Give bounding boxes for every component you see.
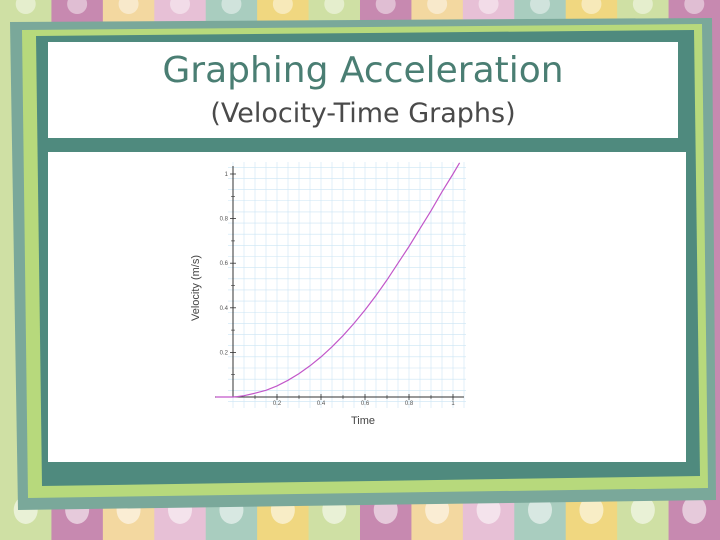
title-block: Graphing Acceleration (Velocity-Time Gra… (48, 40, 678, 136)
title-panel (48, 42, 678, 138)
stripe-knob (221, 0, 242, 14)
stripe-knob (630, 496, 655, 524)
stripe-knob (375, 0, 396, 14)
x-tick-label: 0.4 (317, 401, 326, 407)
stripe-knob (272, 0, 293, 14)
y-tick-label: 1 (225, 172, 229, 178)
stripe-knob (581, 0, 602, 14)
stripe-knob (170, 0, 190, 14)
stripe-knob (324, 0, 345, 14)
stripe-knob (530, 0, 550, 14)
y-tick-label: 0.8 (220, 217, 229, 223)
y-tick-label: 0.2 (220, 350, 229, 356)
y-ticks: 0.2 0.4 0.6 0.8 1 (220, 172, 236, 376)
stripe-knob (118, 0, 139, 14)
x-tick-label: 0.8 (405, 401, 414, 407)
y-tick-label: 0.4 (220, 306, 229, 312)
x-ticks: 0.2 0.4 0.6 0.8 1 (254, 394, 455, 407)
y-tick-label: 0.6 (220, 261, 229, 267)
x-tick-label: 0.6 (361, 401, 370, 407)
stripe-knob (632, 0, 653, 14)
x-tick-label: 0.2 (273, 401, 282, 407)
x-axis-label: Time (351, 415, 375, 427)
velocity-time-chart: 0.2 0.4 0.6 0.8 1 0.2 0.4 0.6 0.8 1 Time Velocit… (190, 162, 466, 427)
velocity-curve (215, 162, 461, 398)
stripe-knob (15, 0, 36, 14)
y-axis-label: Velocity (m/s) (190, 255, 202, 321)
stripe-knob (427, 0, 448, 14)
stripe-knob (67, 0, 88, 14)
slide-title: Graphing Acceleration (162, 50, 564, 91)
stripe-knob (579, 496, 604, 524)
plot-area (228, 162, 466, 408)
stripe-knob (528, 496, 552, 524)
stripe-knob (682, 496, 707, 524)
stripe-knob (478, 0, 499, 14)
x-tick-label: 1 (451, 401, 455, 407)
slide-subtitle: (Velocity-Time Graphs) (210, 98, 516, 129)
stripe-knob (684, 0, 705, 14)
